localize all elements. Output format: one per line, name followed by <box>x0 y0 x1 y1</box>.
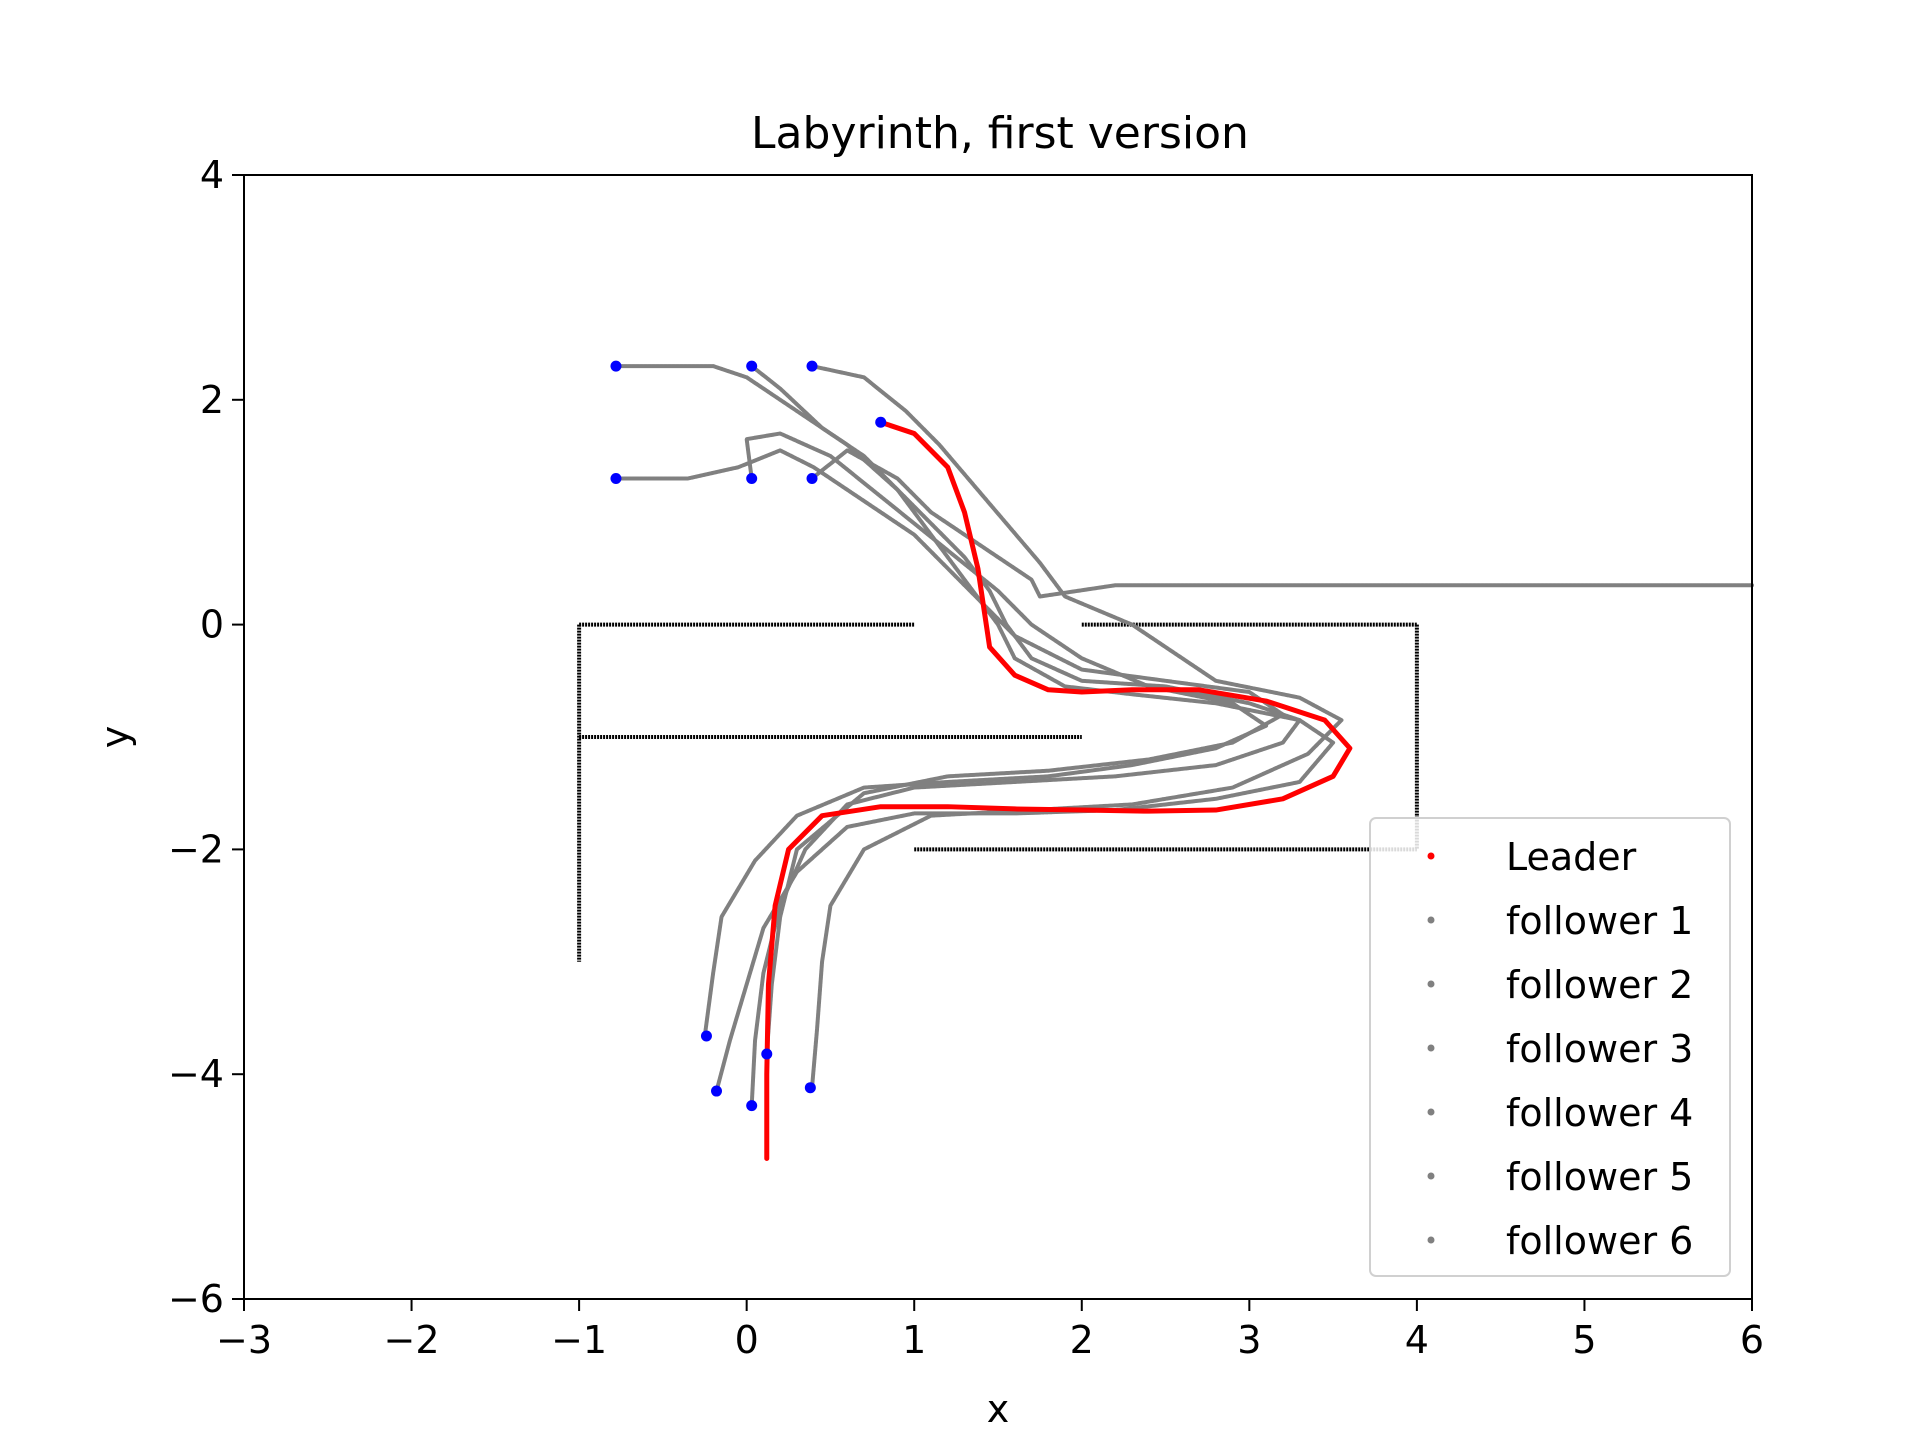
position-marker <box>806 360 818 372</box>
position-marker <box>746 472 758 484</box>
position-marker <box>746 1100 758 1112</box>
position-markers <box>610 360 887 1112</box>
x-tick-label: 2 <box>1070 1318 1094 1362</box>
x-tick-label: 0 <box>735 1318 759 1362</box>
x-tick-label: 3 <box>1237 1318 1261 1362</box>
series-follower-5-path <box>702 431 1269 1038</box>
labyrinth-walls <box>577 622 1419 962</box>
position-marker <box>711 1085 723 1097</box>
x-tick-label: −1 <box>551 1318 607 1362</box>
position-marker <box>610 360 622 372</box>
legend-label: follower 5 <box>1506 1155 1693 1199</box>
legend-label: follower 1 <box>1506 899 1693 943</box>
y-tick-label: −2 <box>168 827 224 871</box>
legend-box <box>1369 817 1731 1277</box>
x-tick-label: −3 <box>216 1318 272 1362</box>
series-follower-1-path <box>613 364 1336 1094</box>
x-tick-label: 5 <box>1572 1318 1596 1362</box>
x-tick-label: 4 <box>1405 1318 1429 1362</box>
legend: Leader follower 1 follower 2 follower 3 foll… <box>1369 817 1731 1277</box>
legend-swatch <box>1427 852 1435 860</box>
y-tick-label: −6 <box>168 1277 224 1321</box>
legend-label: follower 4 <box>1506 1091 1693 1135</box>
legend-swatch <box>1427 916 1435 924</box>
x-tick-label: 1 <box>902 1318 926 1362</box>
position-marker <box>761 1048 773 1060</box>
y-axis-ticks: −6 −4 −2 0 2 4 <box>168 153 244 1321</box>
legend-label: follower 6 <box>1506 1219 1693 1263</box>
y-tick-label: 0 <box>200 603 224 647</box>
x-axis-label: x <box>987 1387 1010 1431</box>
y-tick-label: 2 <box>200 378 224 422</box>
y-tick-label: −4 <box>168 1052 224 1096</box>
x-tick-label: 6 <box>1740 1318 1764 1362</box>
position-marker <box>806 472 818 484</box>
legend-label: follower 2 <box>1506 963 1693 1007</box>
position-marker <box>700 1030 712 1042</box>
position-marker <box>610 472 622 484</box>
chart-title: Labyrinth, first version <box>751 108 1249 159</box>
position-marker <box>875 416 887 428</box>
plot-frame <box>243 174 1753 1300</box>
legend-swatch <box>1427 1172 1435 1180</box>
trajectory-series <box>613 364 1754 1161</box>
legend-label: Leader <box>1506 835 1637 879</box>
y-axis-label: y <box>93 726 137 749</box>
x-axis-ticks: −3 −2 −1 0 1 2 3 4 5 6 <box>216 1299 1764 1362</box>
legend-swatch <box>1427 1044 1435 1052</box>
legend-swatch <box>1427 1236 1435 1244</box>
position-marker <box>804 1082 816 1094</box>
legend-swatch <box>1427 1108 1435 1116</box>
legend-swatch <box>1427 980 1435 988</box>
y-tick-label: 4 <box>200 153 224 197</box>
series-follower-3-path <box>810 364 1344 1090</box>
legend-label: follower 3 <box>1506 1027 1693 1071</box>
series-leader-path <box>764 419 1353 1161</box>
series-follower-6-path <box>810 448 1754 599</box>
series-follower-2-path <box>749 364 1302 1108</box>
x-tick-label: −2 <box>384 1318 440 1362</box>
position-marker <box>746 360 758 372</box>
